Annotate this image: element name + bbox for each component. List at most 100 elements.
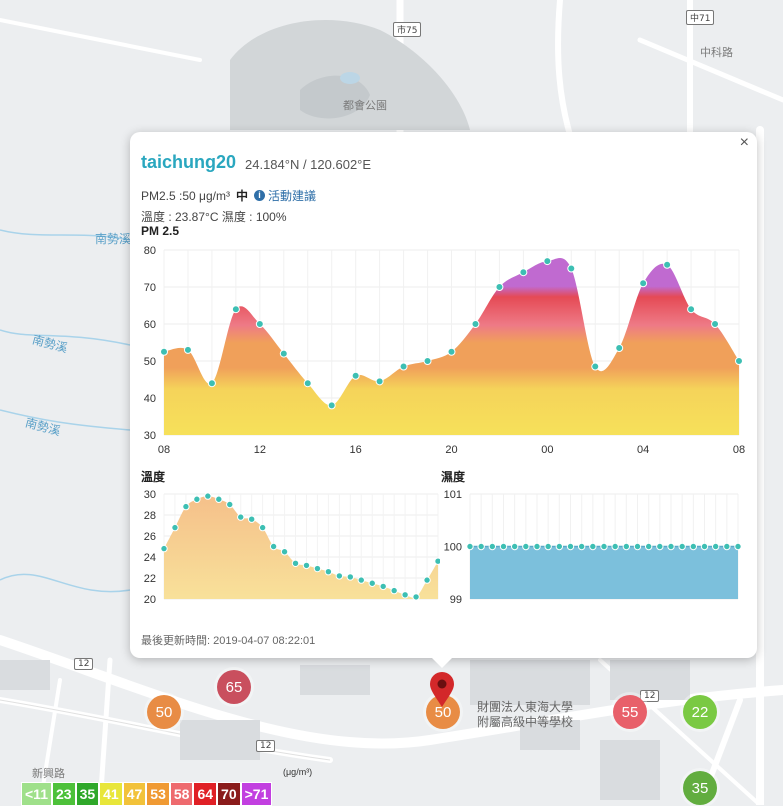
pm-point (735, 357, 743, 365)
marker-65[interactable]: 65 (217, 670, 251, 704)
legend-item-8: 70 (217, 782, 241, 806)
legend-item-1: 23 (51, 782, 76, 806)
humidity-chart-title: 濕度 (441, 470, 466, 484)
route-12-shield-c: 12 (640, 690, 660, 702)
hum-point (711, 542, 720, 551)
temp-point (247, 515, 256, 523)
hum-point (499, 542, 508, 551)
hum-point (700, 542, 709, 551)
pm-point (399, 362, 408, 371)
route-12-shield-a: 12 (74, 658, 94, 670)
hum-point (633, 542, 642, 551)
legend-item-5: 53 (146, 782, 170, 806)
activity-advice-link[interactable]: i 活動建議 (253, 187, 316, 204)
school-label: 財團法人東海大學 附屬高級中等學校 (477, 700, 574, 729)
river-label-1: 南勢溪 (95, 232, 132, 246)
station-coords: 24.184°N / 120.602°E (245, 157, 372, 172)
route-75-shield: 市75 (393, 22, 422, 37)
hum-area (470, 546, 738, 599)
station-popup: × taichung20 24.184°N / 120.602°E PM2.5 … (130, 132, 757, 668)
temp-point (434, 557, 440, 565)
road-zhongke-label: 中科路 (700, 46, 733, 59)
pm-value: PM2.5 :50 μg/m³ (141, 188, 230, 203)
marker-22[interactable]: 22 (683, 695, 717, 729)
temp-point (412, 593, 420, 601)
pm-x-tick: 00 (541, 444, 553, 456)
hum-y-tick: 99 (450, 594, 462, 606)
temp-point (193, 495, 201, 503)
pm-y-tick: 40 (144, 393, 156, 405)
hum-point (522, 542, 530, 551)
hum-point (589, 542, 597, 551)
pm-point (591, 362, 600, 371)
hum-point (723, 542, 731, 551)
hum-point (510, 542, 519, 551)
temp-point (423, 576, 431, 584)
pm-point (423, 357, 432, 365)
temp-point (280, 548, 289, 556)
marker-55[interactable]: 55 (613, 695, 647, 729)
marker-35[interactable]: 35 (683, 771, 717, 805)
aqi-legend: <11 23 35 41 47 53 58 64 70 >71 (21, 782, 273, 806)
temp-y-tick: 26 (144, 531, 156, 543)
temp-chart-title: 溫度 (141, 470, 166, 484)
hum-y-tick: 100 (444, 542, 462, 554)
temp-point (324, 568, 333, 576)
pm25-chart: 30 40 50 60 70 80 08 12 16 20 00 04 08 (144, 245, 745, 456)
marker-50-left[interactable]: 50 (147, 695, 181, 729)
pm-point (351, 371, 360, 380)
road-xinxing-label: 新興路 (32, 767, 65, 780)
temp-point (401, 591, 409, 599)
hum-y-tick: 101 (444, 489, 462, 501)
location-pin-icon[interactable] (429, 672, 455, 708)
route-71-shield: 中71 (686, 10, 715, 25)
hum-point (566, 542, 575, 551)
pm-x-tick: 16 (350, 444, 362, 456)
pm-point (615, 344, 624, 353)
hum-point (577, 542, 586, 551)
pm-point (255, 320, 264, 328)
temp-point (269, 542, 278, 551)
legend-item-3: 41 (99, 782, 123, 806)
pm-point (447, 347, 456, 356)
temp-point (226, 500, 234, 509)
temp-point (302, 561, 311, 570)
pm-x-tick: 08 (158, 444, 170, 456)
legend-unit: (μg/m³) (283, 767, 313, 777)
pm-x-tick: 20 (445, 444, 457, 456)
temp-point (160, 544, 168, 553)
pm-point (663, 260, 672, 269)
pm-y-tick: 30 (144, 430, 156, 442)
pm-point (639, 279, 648, 288)
legend-item-7: 64 (193, 782, 218, 806)
pm-summary: PM2.5 :50 μg/m³ 中 i 活動建議 (141, 187, 316, 204)
temp-point (291, 559, 300, 568)
temp-point (313, 564, 322, 573)
temp-area (164, 496, 438, 599)
hum-point (488, 542, 497, 551)
humidity-chart: 99 100 101 (444, 489, 742, 606)
route-12-shield-b: 12 (256, 740, 276, 752)
pm-point (375, 377, 384, 386)
pm-point (327, 401, 336, 410)
temp-y-tick: 22 (144, 573, 156, 585)
marker-50-center[interactable]: 50 (426, 695, 460, 729)
hum-point (622, 542, 631, 551)
temp-humidity-line: 溫度 : 23.87°C 濕度 : 100% (141, 210, 287, 224)
temp-y-tick: 24 (144, 552, 156, 564)
temp-point (379, 582, 387, 591)
close-icon[interactable]: × (739, 134, 749, 151)
temp-point (237, 513, 245, 521)
legend-item-6: 58 (169, 782, 194, 806)
pm-point (160, 347, 168, 356)
pm-y-tick: 60 (144, 319, 156, 331)
pm-point (567, 264, 576, 273)
pm-area (164, 257, 739, 435)
pm-y-tick: 50 (144, 356, 156, 368)
pm-point (711, 320, 720, 328)
legend-item-2: 35 (75, 782, 100, 806)
hum-point (667, 542, 675, 551)
pm-point (543, 257, 552, 266)
station-name: taichung20 (141, 152, 237, 172)
hum-point (466, 542, 474, 551)
